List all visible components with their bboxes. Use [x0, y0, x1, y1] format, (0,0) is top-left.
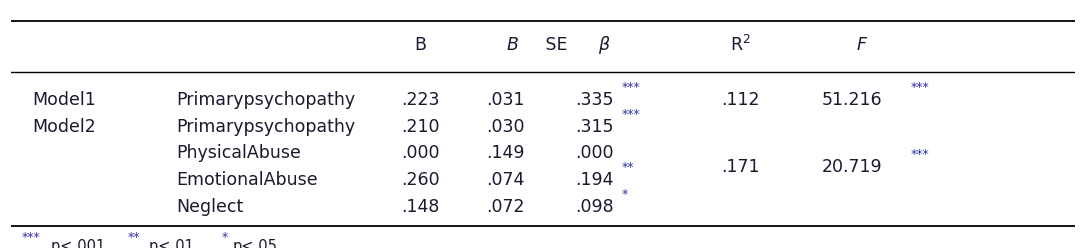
Text: ***: ***: [622, 108, 641, 121]
Text: $\beta$: $\beta$: [598, 34, 611, 56]
Text: p<.05: p<.05: [232, 239, 277, 248]
Text: Model1: Model1: [33, 91, 96, 109]
Text: .031: .031: [487, 91, 525, 109]
Text: *: *: [222, 231, 228, 244]
Text: $B$: $B$: [506, 36, 519, 54]
Text: .072: .072: [487, 198, 525, 216]
Text: 51.216: 51.216: [821, 91, 882, 109]
Text: $F$: $F$: [856, 36, 869, 54]
Text: .074: .074: [487, 171, 525, 189]
Text: Neglect: Neglect: [176, 198, 243, 216]
Text: p<.001,: p<.001,: [51, 239, 119, 248]
Text: .030: .030: [487, 118, 525, 136]
Text: .210: .210: [402, 118, 440, 136]
Text: Primarypsychopathy: Primarypsychopathy: [176, 91, 355, 109]
Text: PhysicalAbuse: PhysicalAbuse: [176, 144, 301, 162]
Text: .000: .000: [574, 144, 614, 162]
Text: .223: .223: [402, 91, 440, 109]
Text: ***: ***: [910, 81, 929, 94]
Text: .194: .194: [574, 171, 614, 189]
Text: .335: .335: [574, 91, 614, 109]
Text: **: **: [128, 231, 140, 244]
Text: ***: ***: [910, 148, 929, 161]
Text: .112: .112: [721, 91, 759, 109]
Text: ***: ***: [622, 81, 641, 94]
Text: ***: ***: [22, 231, 40, 244]
Text: B: B: [415, 36, 427, 54]
Text: .148: .148: [402, 198, 440, 216]
Text: **: **: [622, 161, 634, 174]
Text: .149: .149: [487, 144, 525, 162]
Text: .260: .260: [402, 171, 440, 189]
Text: .098: .098: [574, 198, 614, 216]
Text: Model2: Model2: [33, 118, 96, 136]
Text: EmotionalAbuse: EmotionalAbuse: [176, 171, 317, 189]
Text: 20.719: 20.719: [821, 158, 882, 176]
Text: R$^{2}$: R$^{2}$: [730, 35, 750, 55]
Text: p<.01,: p<.01,: [149, 239, 217, 248]
Text: .315: .315: [574, 118, 614, 136]
Text: *: *: [622, 188, 628, 201]
Text: SE: SE: [540, 36, 567, 54]
Text: Primarypsychopathy: Primarypsychopathy: [176, 118, 355, 136]
Text: .171: .171: [721, 158, 759, 176]
Text: .000: .000: [402, 144, 440, 162]
